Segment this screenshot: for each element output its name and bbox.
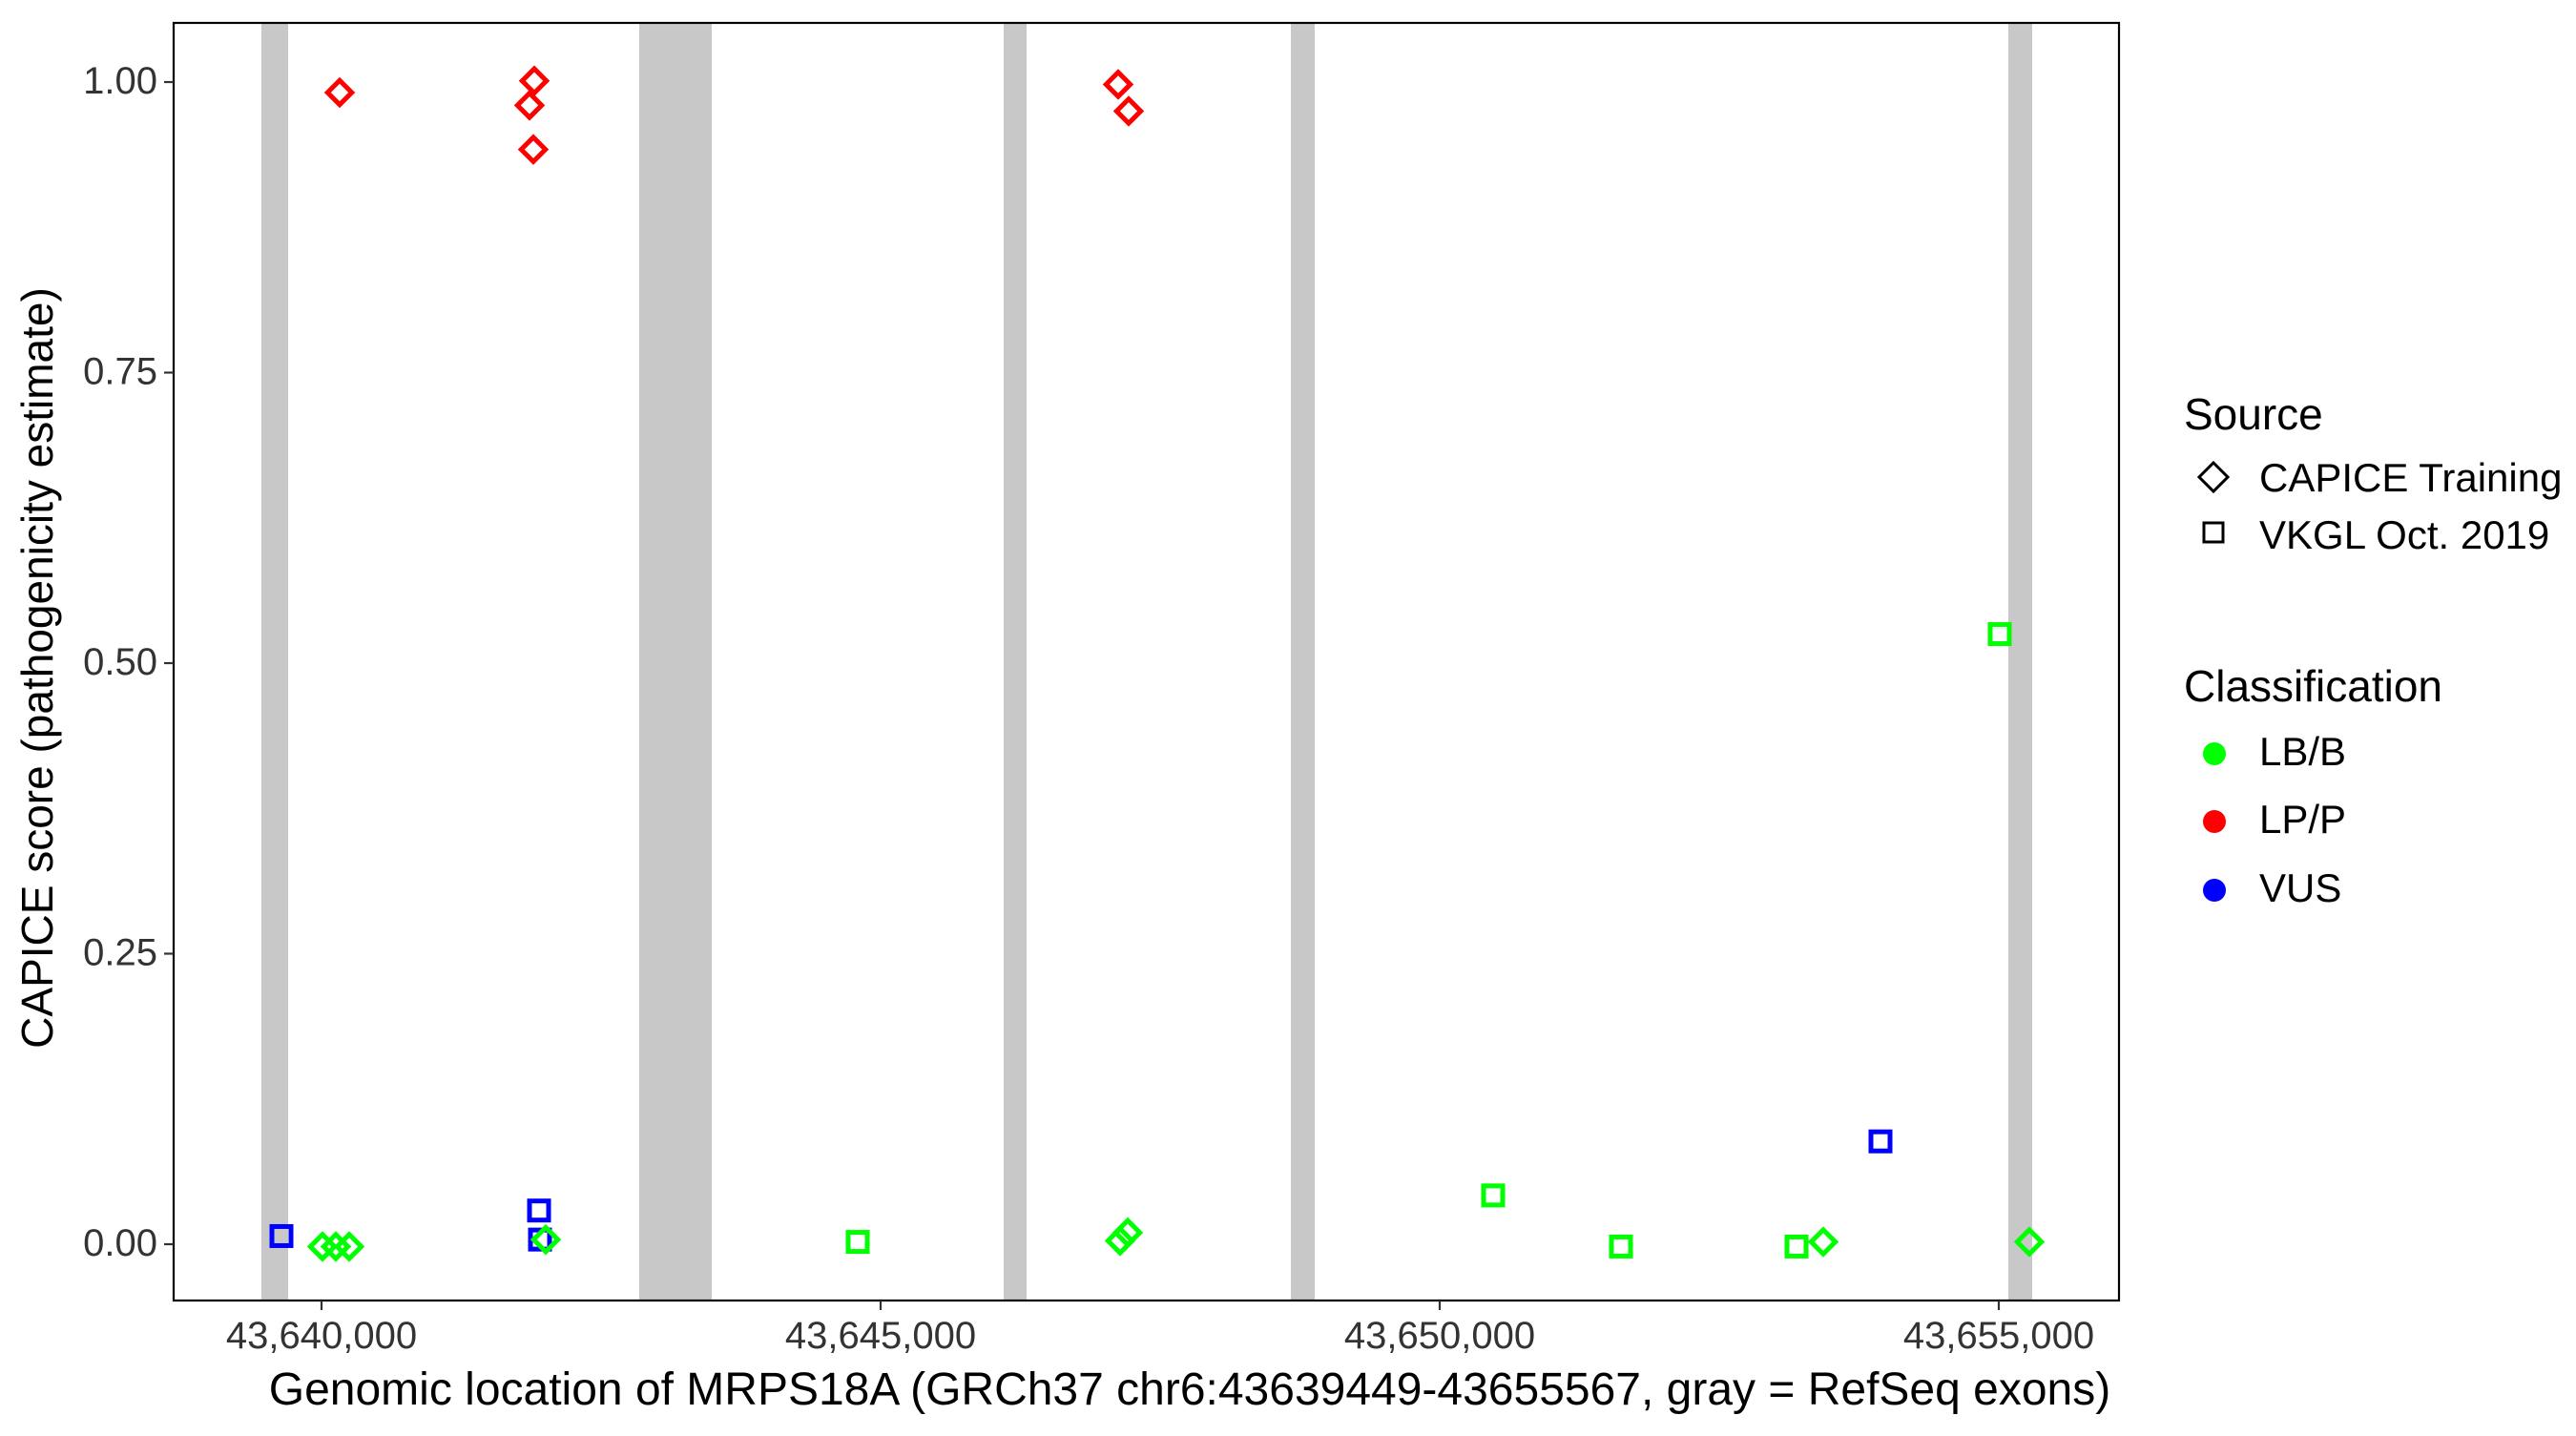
svg-text:43,655,000: 43,655,000 [1903, 1315, 2094, 1357]
svg-text:VUS: VUS [2259, 865, 2341, 910]
svg-text:0.50: 0.50 [83, 641, 157, 683]
svg-text:43,650,000: 43,650,000 [1344, 1315, 1535, 1357]
svg-text:43,645,000: 43,645,000 [785, 1315, 976, 1357]
svg-text:LP/P: LP/P [2259, 797, 2346, 842]
svg-text:0.75: 0.75 [83, 351, 157, 393]
svg-text:Classification: Classification [2184, 661, 2442, 711]
svg-text:LB/B: LB/B [2259, 729, 2346, 774]
svg-text:Source: Source [2184, 389, 2323, 439]
svg-text:CAPICE Training: CAPICE Training [2259, 455, 2562, 500]
svg-text:0.00: 0.00 [83, 1222, 157, 1264]
svg-text:VKGL Oct. 2019: VKGL Oct. 2019 [2259, 512, 2549, 557]
svg-text:CAPICE score (pathogenicity es: CAPICE score (pathogenicity estimate) [12, 287, 62, 1049]
svg-text:Genomic location of MRPS18A (G: Genomic location of MRPS18A (GRCh37 chr6… [269, 1364, 2110, 1415]
svg-text:1.00: 1.00 [83, 60, 157, 102]
svg-text:43,640,000: 43,640,000 [226, 1315, 417, 1357]
svg-text:0.25: 0.25 [83, 932, 157, 974]
